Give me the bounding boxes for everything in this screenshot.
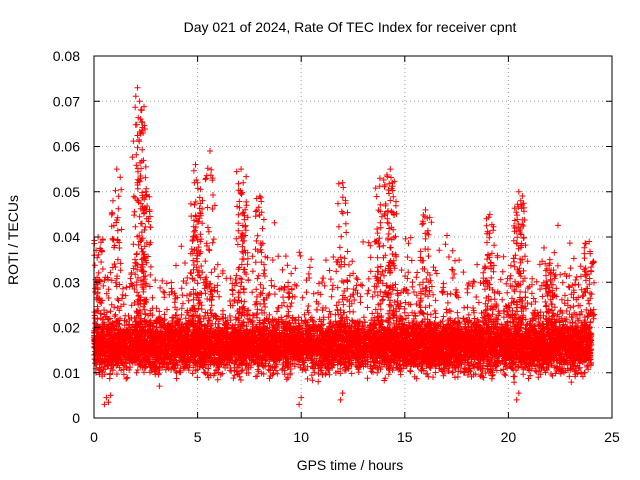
y-tick-label: 0.05 [53, 184, 80, 200]
y-tick-label: 0.04 [53, 229, 80, 245]
y-tick-label: 0.03 [53, 274, 80, 290]
x-tick-label: 20 [501, 429, 517, 445]
x-tick-label: 5 [194, 429, 202, 445]
x-tick-label: 0 [90, 429, 98, 445]
x-tick-label: 25 [604, 429, 620, 445]
y-tick-label: 0.06 [53, 139, 80, 155]
x-tick-label: 15 [397, 429, 413, 445]
y-tick-label: 0.07 [53, 93, 80, 109]
y-tick-label: 0.01 [53, 365, 80, 381]
y-tick-label: 0.02 [53, 320, 80, 336]
x-axis-label: GPS time / hours [297, 457, 404, 473]
x-axis-ticks: 0 5 10 15 20 25 [90, 56, 620, 445]
chart-title: Day 021 of 2024, Rate Of TEC Index for r… [184, 19, 517, 35]
y-tick-label: 0 [72, 410, 80, 426]
data-points [91, 84, 598, 408]
roti-markers [91, 84, 598, 408]
y-axis-label: ROTI / TECUs [5, 195, 21, 285]
y-axis-ticks: 0 0.01 0.02 0.03 0.04 0.05 0.06 0.07 0.08 [53, 48, 612, 426]
x-tick-label: 10 [293, 429, 309, 445]
y-tick-label: 0.08 [53, 48, 80, 64]
